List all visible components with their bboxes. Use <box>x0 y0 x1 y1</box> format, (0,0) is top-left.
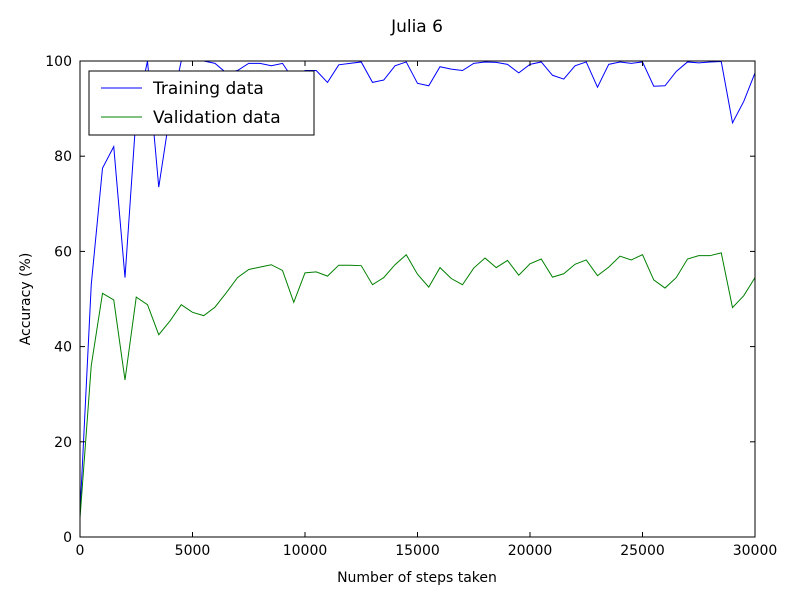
series-line-validation <box>79 252 756 518</box>
y-tick-label: 60 <box>54 244 72 260</box>
x-axis-label: Number of steps taken <box>337 570 497 586</box>
legend-label-validation: Validation data <box>153 108 281 128</box>
x-tick-label: 10000 <box>283 543 328 559</box>
y-axis-ticks: 0 20 40 60 80 100 <box>45 54 755 546</box>
y-tick-label: 100 <box>45 54 72 70</box>
x-axis-ticks: 0 5000 10000 15000 20000 25000 30000 <box>76 61 778 559</box>
y-tick-label: 40 <box>54 340 72 356</box>
plot-area: 0 5000 10000 15000 20000 25000 30000 0 20 40 60 80… <box>45 54 777 559</box>
legend: Training data Validation data <box>88 70 315 136</box>
chart-title: Julia 6 <box>390 17 443 37</box>
y-tick-label: 0 <box>63 530 72 546</box>
y-tick-label: 20 <box>54 435 72 451</box>
y-axis-label: Accuracy (%) <box>18 253 34 346</box>
legend-label-training: Training data <box>152 79 264 99</box>
y-tick-label: 80 <box>54 149 72 165</box>
x-tick-label: 25000 <box>620 543 665 559</box>
x-tick-label: 0 <box>76 543 85 559</box>
x-tick-label: 20000 <box>508 543 553 559</box>
legend-box <box>88 70 315 136</box>
x-tick-label: 15000 <box>395 543 440 559</box>
x-tick-label: 30000 <box>733 543 778 559</box>
x-tick-label: 5000 <box>175 543 211 559</box>
